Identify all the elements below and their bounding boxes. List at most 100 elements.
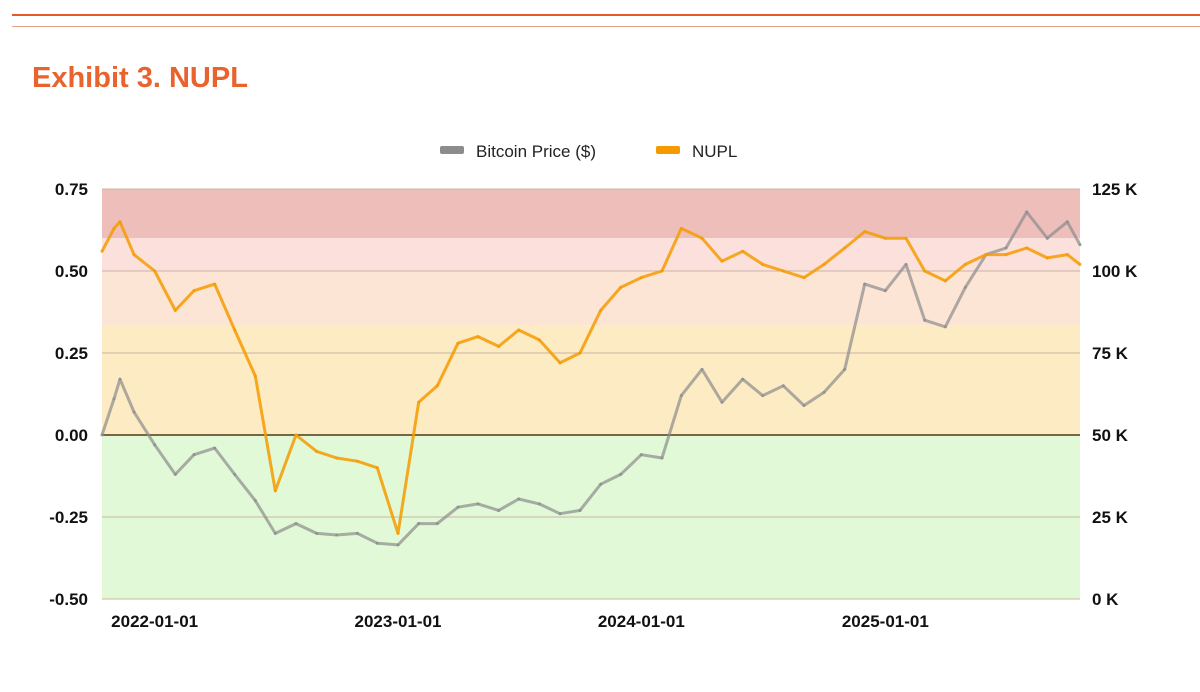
- data-point: [1078, 243, 1082, 247]
- data-point: [700, 236, 704, 240]
- data-point: [396, 543, 400, 547]
- y-left-tick-label: -0.50: [49, 590, 88, 609]
- x-tick-label: 2024-01-01: [598, 612, 685, 631]
- y-left-tick-label: 0.25: [55, 344, 88, 363]
- data-point: [761, 394, 765, 398]
- data-point: [213, 446, 217, 450]
- data-point: [435, 522, 439, 526]
- data-point: [355, 531, 359, 535]
- data-point: [923, 269, 927, 273]
- data-point: [294, 522, 298, 526]
- data-point: [1045, 236, 1049, 240]
- band-2: [102, 271, 1080, 326]
- data-point: [497, 508, 501, 512]
- data-point: [1025, 210, 1029, 214]
- data-point: [456, 505, 460, 509]
- data-point: [233, 472, 237, 476]
- data-point: [1065, 253, 1069, 257]
- data-point: [355, 459, 359, 463]
- data-point: [904, 262, 908, 266]
- data-point: [233, 328, 237, 332]
- data-point: [517, 497, 521, 501]
- top-rule-thin: [12, 26, 1200, 27]
- data-point: [720, 400, 724, 404]
- data-point: [1025, 246, 1029, 250]
- data-point: [558, 512, 562, 516]
- data-point: [112, 226, 116, 230]
- legend-label-price: Bitcoin Price ($): [476, 142, 596, 161]
- data-point: [1004, 246, 1008, 250]
- data-point: [1004, 253, 1008, 257]
- data-point: [700, 367, 704, 371]
- y-right-tick-label: 125 K: [1092, 180, 1138, 199]
- data-point: [435, 384, 439, 388]
- data-point: [558, 361, 562, 365]
- data-point: [112, 397, 116, 401]
- data-point: [273, 531, 277, 535]
- band-1: [102, 238, 1080, 271]
- data-point: [883, 289, 887, 293]
- y-right-tick-label: 25 K: [1092, 508, 1129, 527]
- data-point: [294, 433, 298, 437]
- y-right-tick-label: 75 K: [1092, 344, 1129, 363]
- data-point: [132, 410, 136, 414]
- data-point: [679, 394, 683, 398]
- x-tick-label: 2022-01-01: [111, 612, 198, 631]
- data-point: [1078, 262, 1082, 266]
- data-point: [253, 499, 257, 503]
- legend: Bitcoin Price ($) NUPL: [440, 142, 737, 161]
- data-point: [802, 276, 806, 280]
- data-point: [192, 289, 196, 293]
- data-point: [153, 269, 157, 273]
- x-tick-label: 2025-01-01: [842, 612, 929, 631]
- data-point: [720, 259, 724, 263]
- data-point: [863, 282, 867, 286]
- data-point: [619, 472, 623, 476]
- data-point: [1065, 220, 1069, 224]
- data-point: [943, 279, 947, 283]
- data-point: [335, 456, 339, 460]
- data-point: [863, 230, 867, 234]
- data-point: [883, 236, 887, 240]
- data-point: [639, 453, 643, 457]
- data-point: [984, 253, 988, 257]
- data-point: [943, 325, 947, 329]
- y-left-tick-label: 0.75: [55, 180, 88, 199]
- data-point: [578, 351, 582, 355]
- data-point: [761, 262, 765, 266]
- data-point: [1045, 256, 1049, 260]
- band-0: [102, 189, 1080, 239]
- data-point: [781, 384, 785, 388]
- data-point: [904, 236, 908, 240]
- y-right-tick-label: 100 K: [1092, 262, 1138, 281]
- data-point: [679, 226, 683, 230]
- y-right-tick-label: 50 K: [1092, 426, 1129, 445]
- data-point: [173, 308, 177, 312]
- data-point: [100, 433, 104, 437]
- data-point: [417, 400, 421, 404]
- page-title: Exhibit 3. NUPL: [32, 62, 248, 94]
- data-point: [781, 269, 785, 273]
- data-point: [396, 531, 400, 535]
- data-point: [822, 390, 826, 394]
- data-point: [192, 453, 196, 457]
- y-left-tick-label: 0.50: [55, 262, 88, 281]
- y-left-tick-label: 0.00: [55, 426, 88, 445]
- data-point: [315, 449, 319, 453]
- data-point: [476, 335, 480, 339]
- data-point: [741, 249, 745, 253]
- legend-swatch-nupl: [656, 146, 680, 154]
- top-rule: [12, 14, 1200, 16]
- data-point: [923, 318, 927, 322]
- legend-label-nupl: NUPL: [692, 142, 737, 161]
- data-point: [132, 253, 136, 257]
- data-point: [173, 472, 177, 476]
- data-point: [619, 285, 623, 289]
- data-point: [537, 502, 541, 506]
- data-point: [335, 533, 339, 537]
- data-point: [843, 367, 847, 371]
- data-point: [456, 341, 460, 345]
- data-point: [315, 531, 319, 535]
- data-point: [660, 269, 664, 273]
